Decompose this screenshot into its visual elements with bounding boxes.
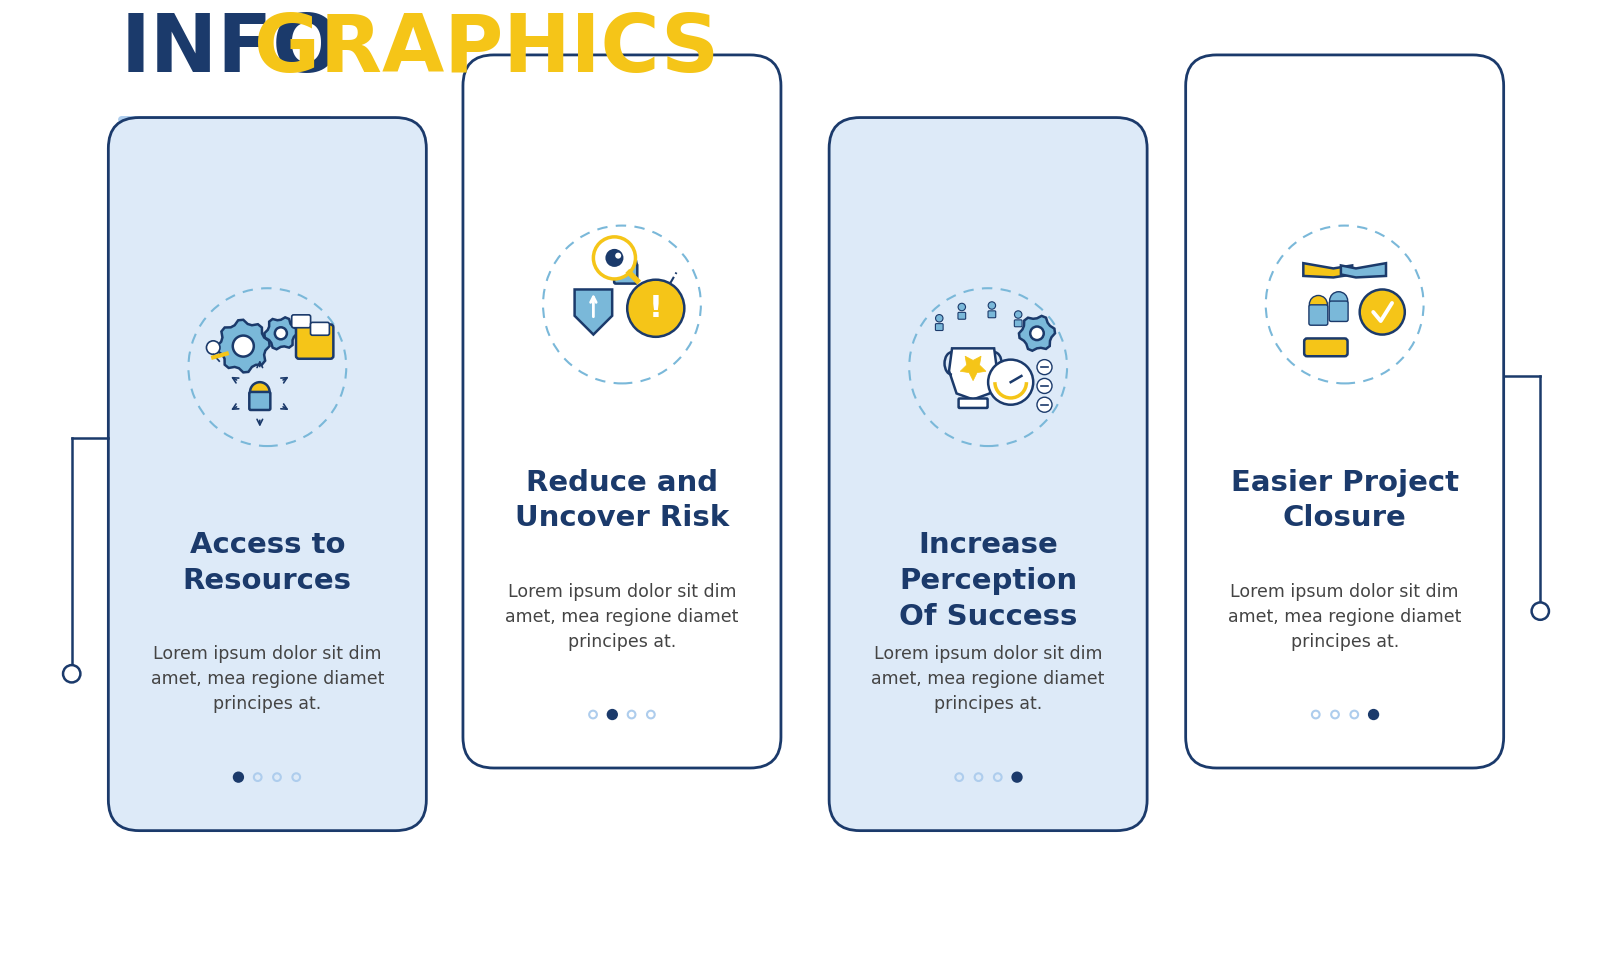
Circle shape: [206, 341, 219, 355]
Polygon shape: [264, 318, 297, 349]
Text: Lorem ipsum dolor sit dim
amet, mea regione diamet
principes at.: Lorem ipsum dolor sit dim amet, mea regi…: [505, 582, 738, 651]
FancyBboxPatch shape: [1186, 55, 1504, 768]
Circle shape: [63, 665, 81, 682]
Text: !: !: [650, 294, 663, 322]
FancyBboxPatch shape: [463, 55, 780, 768]
Circle shape: [250, 382, 269, 402]
Circle shape: [614, 253, 637, 274]
Circle shape: [1030, 326, 1043, 340]
Circle shape: [627, 279, 685, 337]
Text: Lorem ipsum dolor sit dim
amet, mea regione diamet
principes at.: Lorem ipsum dolor sit dim amet, mea regi…: [1228, 582, 1462, 651]
FancyBboxPatch shape: [1304, 338, 1348, 357]
Text: INFO: INFO: [121, 11, 342, 88]
Circle shape: [1037, 360, 1053, 374]
Circle shape: [593, 237, 635, 279]
Text: Easier Project
Closure: Easier Project Closure: [1230, 468, 1459, 532]
FancyBboxPatch shape: [988, 311, 996, 318]
Circle shape: [1037, 378, 1053, 393]
FancyBboxPatch shape: [959, 399, 988, 408]
FancyBboxPatch shape: [1014, 319, 1022, 326]
Polygon shape: [1304, 264, 1352, 277]
Circle shape: [606, 249, 624, 267]
FancyBboxPatch shape: [614, 264, 637, 283]
Circle shape: [1330, 292, 1348, 310]
Circle shape: [912, 292, 1064, 442]
Circle shape: [1014, 311, 1022, 319]
Circle shape: [234, 772, 243, 782]
Text: GRAPHICS: GRAPHICS: [253, 11, 719, 88]
Circle shape: [276, 327, 287, 339]
Text: Lorem ipsum dolor sit dim
amet, mea regione diamet
principes at.: Lorem ipsum dolor sit dim amet, mea regi…: [150, 645, 384, 713]
Circle shape: [616, 253, 621, 259]
Polygon shape: [1341, 264, 1386, 277]
Polygon shape: [961, 356, 987, 380]
FancyBboxPatch shape: [935, 323, 943, 330]
Circle shape: [232, 335, 253, 357]
Circle shape: [1369, 710, 1378, 719]
FancyBboxPatch shape: [1309, 305, 1328, 325]
Circle shape: [1359, 289, 1404, 334]
Circle shape: [1035, 322, 1043, 329]
Circle shape: [988, 360, 1033, 405]
Text: Lorem ipsum dolor sit dim
amet, mea regione diamet
principes at.: Lorem ipsum dolor sit dim amet, mea regi…: [872, 645, 1104, 713]
Polygon shape: [574, 289, 613, 334]
Circle shape: [1037, 397, 1053, 413]
Text: Reduce and
Uncover Risk: Reduce and Uncover Risk: [514, 468, 729, 532]
Circle shape: [988, 302, 996, 310]
FancyBboxPatch shape: [311, 322, 329, 335]
FancyBboxPatch shape: [250, 392, 271, 410]
FancyBboxPatch shape: [297, 324, 334, 359]
FancyBboxPatch shape: [292, 315, 311, 327]
Circle shape: [1012, 772, 1022, 782]
Polygon shape: [218, 319, 269, 372]
Text: Increase
Perception
Of Success: Increase Perception Of Success: [899, 531, 1077, 630]
FancyBboxPatch shape: [1035, 331, 1043, 338]
Circle shape: [935, 315, 943, 322]
Polygon shape: [949, 348, 998, 400]
Circle shape: [958, 303, 966, 311]
Circle shape: [1309, 296, 1327, 314]
FancyBboxPatch shape: [1330, 301, 1348, 321]
FancyBboxPatch shape: [829, 118, 1148, 831]
FancyBboxPatch shape: [958, 313, 966, 319]
FancyBboxPatch shape: [108, 118, 426, 831]
Polygon shape: [1019, 316, 1054, 351]
Circle shape: [608, 710, 617, 719]
Text: Access to
Resources: Access to Resources: [182, 531, 351, 595]
Circle shape: [1531, 603, 1549, 619]
Circle shape: [192, 292, 342, 442]
